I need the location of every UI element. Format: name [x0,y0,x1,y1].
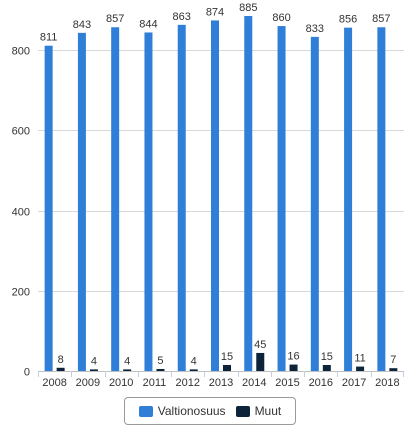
bar-muut-2015[interactable] [289,364,298,371]
bar-muut-2016[interactable] [322,364,331,371]
x-tick-label: 2015 [275,377,299,389]
data-label-valtionosuus-2010: 857 [106,13,124,25]
data-label-muut-2017: 11 [354,353,365,365]
data-label-valtionosuus-2014: 885 [239,2,257,14]
data-labels: 811 8 843 4 857 4 844 5 863 4 874 15 885 45 860 16 833 15… [40,2,397,367]
data-label-valtionosuus-2009: 843 [73,19,91,31]
bar-valtionosuus-2008[interactable] [44,45,53,372]
bars [44,16,398,372]
bar-muut-2018[interactable] [389,368,398,371]
data-label-muut-2009: 4 [91,355,97,367]
x-tick-label: 2014 [242,377,266,389]
bar-muut-2014[interactable] [256,352,265,371]
bar-valtionosuus-2009[interactable] [77,32,86,371]
data-label-valtionosuus-2017: 856 [339,14,357,26]
data-label-muut-2015: 16 [287,351,299,363]
bar-valtionosuus-2015[interactable] [277,26,286,372]
y-tick-label: 200 [12,287,30,299]
data-label-muut-2008: 8 [58,354,64,366]
bar-muut-2017[interactable] [356,366,365,371]
bar-valtionosuus-2010[interactable] [111,27,120,372]
bar-muut-2013[interactable] [223,364,231,371]
x-tick-label: 2013 [209,377,233,389]
y-tick-label: 0 [24,367,30,379]
data-label-muut-2011: 5 [157,355,163,367]
x-tick-label: 2016 [309,377,333,389]
legend-swatch-valtionosuus [138,405,153,417]
bar-valtionosuus-2012[interactable] [177,24,186,371]
y-tick-label: 800 [12,46,30,58]
data-label-valtionosuus-2012: 863 [173,11,191,23]
data-label-muut-2012: 4 [191,355,197,367]
bar-muut-2012[interactable] [189,369,198,371]
y-tick-label: 600 [12,126,30,138]
bar-muut-2009[interactable] [89,369,98,371]
x-tick-label: 2009 [76,377,100,389]
data-label-valtionosuus-2013: 874 [206,6,224,18]
legend-item-valtionosuus[interactable]: Valtionosuus [138,404,226,418]
x-tick-label: 2012 [175,377,199,389]
data-label-valtionosuus-2015: 860 [272,12,290,24]
x-axis: 2008 2009 2010 2011 2012 2013 2014 2015 2016 2017… [38,371,404,389]
bar-muut-2010[interactable] [123,369,132,371]
x-tick-label: 2018 [375,377,399,389]
bar-valtionosuus-2014[interactable] [244,16,253,372]
data-label-muut-2013: 15 [221,351,233,363]
data-label-muut-2014: 45 [254,339,266,351]
legend-label-valtionosuus: Valtionosuus [157,404,226,418]
data-label-valtionosuus-2008: 811 [40,32,58,44]
bar-valtionosuus-2011[interactable] [144,32,153,372]
legend-item-muut[interactable]: Muut [235,404,282,418]
data-label-muut-2018: 7 [390,354,396,366]
bar-muut-2008[interactable] [56,367,65,371]
y-tick-label: 400 [12,207,30,219]
data-label-valtionosuus-2011: 844 [139,18,157,30]
data-label-muut-2010: 4 [124,355,130,367]
legend: Valtionosuus Muut [124,397,296,425]
legend-label-muut: Muut [254,404,282,418]
x-tick-label: 2008 [42,377,66,389]
x-tick-label: 2017 [342,377,366,389]
data-label-valtionosuus-2016: 833 [306,23,324,35]
legend-swatch-muut [235,405,250,417]
bar-valtionosuus-2017[interactable] [344,27,353,371]
data-label-muut-2016: 15 [321,351,333,363]
y-axis: 0 200 400 600 800 [12,46,30,379]
bar-valtionosuus-2013[interactable] [211,20,219,371]
x-tick-label: 2010 [109,377,133,389]
bar-valtionosuus-2016[interactable] [310,36,319,371]
data-label-valtionosuus-2018: 857 [372,13,390,25]
bar-valtionosuus-2018[interactable] [377,27,386,372]
bar-muut-2011[interactable] [156,368,165,371]
x-tick-label: 2011 [143,377,167,389]
grid-lines [38,50,404,372]
